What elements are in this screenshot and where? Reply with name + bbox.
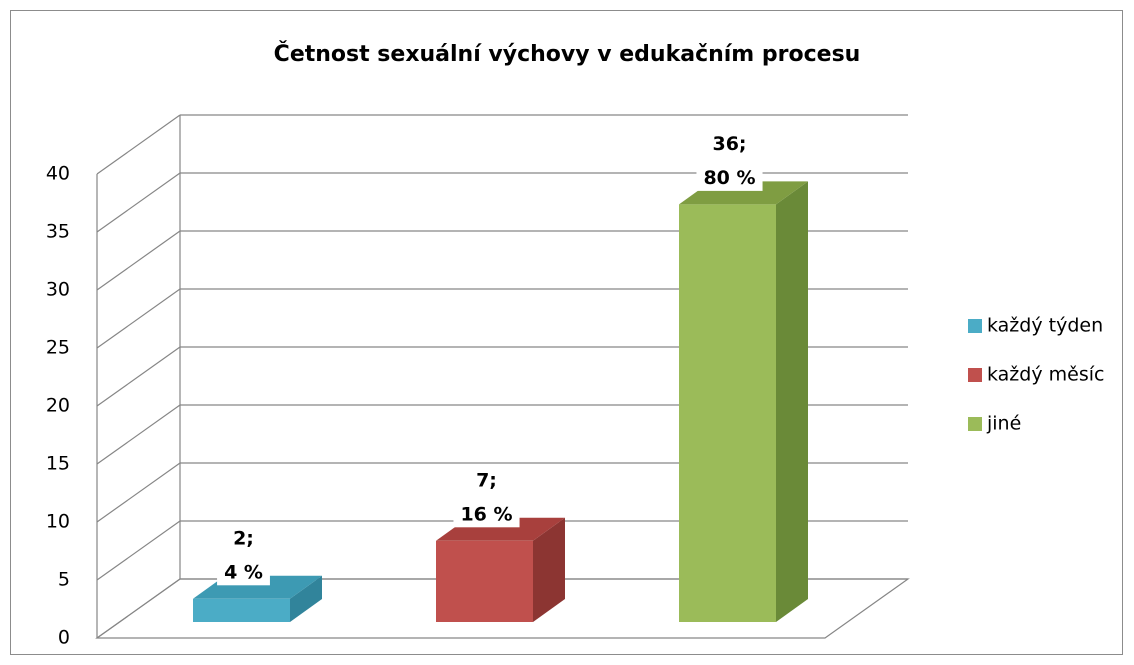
grid-line-side xyxy=(96,230,181,291)
data-label: 2; 4 % xyxy=(217,523,270,586)
y-tick-label: 20 xyxy=(46,395,70,417)
legend-swatch xyxy=(968,417,982,431)
y-tick-label: 15 xyxy=(46,453,70,475)
bar xyxy=(436,540,533,622)
grid-line-side xyxy=(96,288,181,349)
data-label-share: 16 % xyxy=(460,503,512,525)
data-label-bg xyxy=(453,465,520,528)
y-tick-label: 0 xyxy=(58,627,70,649)
y-tick-label: 40 xyxy=(46,163,70,185)
bar-side xyxy=(533,517,565,622)
data-label-bg xyxy=(217,523,270,586)
data-label-value: 7; xyxy=(476,469,497,491)
bar-side xyxy=(290,575,322,622)
chart-title: Četnost sexuální výchovy v edukačním pro… xyxy=(274,41,861,67)
grid-line-side xyxy=(96,462,181,523)
bar xyxy=(193,598,290,622)
grid-line-side xyxy=(96,114,181,175)
chart-border xyxy=(10,10,1123,655)
y-tick-label: 25 xyxy=(46,337,70,359)
data-label-bg xyxy=(696,128,763,191)
data-label: 7; 16 % xyxy=(453,465,520,528)
grid-line-side xyxy=(96,578,181,639)
y-tick-label: 5 xyxy=(58,569,70,591)
y-tick-label: 35 xyxy=(46,221,70,243)
legend-swatch xyxy=(968,319,982,333)
y-tick-label: 30 xyxy=(46,279,70,301)
grid-line-side xyxy=(96,404,181,465)
legend-label: každý týden xyxy=(987,315,1103,337)
y-tick-label: 10 xyxy=(46,511,70,533)
bar xyxy=(679,204,776,622)
grid-line-side xyxy=(96,520,181,581)
bar-side xyxy=(776,181,808,622)
data-label: 36; 80 % xyxy=(696,128,763,191)
legend-label: každý měsíc xyxy=(987,364,1104,386)
legend-swatch xyxy=(968,368,982,382)
data-label-value: 2; xyxy=(233,527,254,549)
data-label-share: 80 % xyxy=(703,167,755,189)
grid-line-side xyxy=(96,346,181,407)
grid-line-side xyxy=(96,172,181,233)
data-label-share: 4 % xyxy=(224,561,263,583)
legend-label: jiné xyxy=(986,413,1021,435)
data-label-value: 36; xyxy=(712,133,746,155)
